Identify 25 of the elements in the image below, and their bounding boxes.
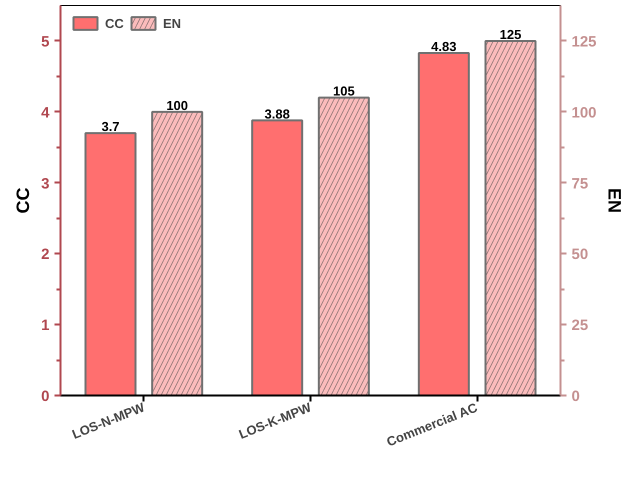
y-tick-label: 3: [41, 175, 50, 192]
y-tick-label: 2: [41, 246, 50, 264]
y-tick-label: 0: [41, 388, 50, 405]
bar: [418, 52, 470, 396]
y2-tick-label: 75: [572, 175, 588, 192]
bar: [84, 132, 136, 396]
data-label: 100: [166, 98, 188, 113]
bar: [251, 119, 304, 396]
data-label: 3.88: [264, 106, 290, 122]
data-label: 4.83: [431, 39, 456, 54]
y-tick-label: 1: [41, 317, 50, 334]
data-label: 125: [500, 26, 522, 42]
y2-axis-title: EN: [604, 188, 625, 214]
y2-tick-label: 125: [572, 33, 597, 50]
data-label: 105: [332, 84, 355, 99]
y2-tick-label: 0: [572, 388, 580, 405]
y2-tick-label: 25: [572, 317, 588, 334]
y2-tick-label: 50: [572, 246, 588, 264]
y-tick-label: 4: [41, 104, 50, 122]
y-axis-title: CC: [13, 188, 34, 214]
y2-tick-label: 100: [572, 104, 597, 122]
data-label: 3.7: [101, 119, 120, 134]
y-tick-label: 5: [41, 33, 50, 50]
legend-label: EN: [163, 16, 182, 30]
legend-label: CC: [105, 16, 125, 30]
